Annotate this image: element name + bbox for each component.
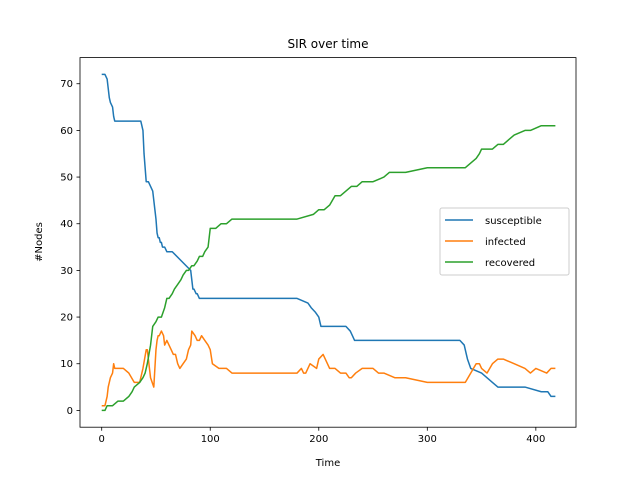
plot-border (79, 57, 577, 428)
x-tick-label: 300 (418, 434, 437, 445)
series-line-susceptible (101, 73, 556, 398)
y-tick-label: 40 (60, 219, 73, 230)
chart-title: SIR over time (288, 37, 369, 51)
x-axis: 0 100 200 300 400 (99, 427, 545, 445)
x-tick-label: 0 (99, 434, 105, 445)
x-axis-title: Time (315, 458, 340, 469)
y-tick-label: 70 (60, 79, 73, 90)
y-tick-label: 50 (60, 173, 73, 184)
y-tick-label: 30 (60, 266, 73, 277)
y-axis-title: #Nodes (34, 222, 45, 262)
y-tick-label: 10 (60, 359, 73, 370)
legend-label-infected: infected (485, 237, 526, 248)
y-tick-label: 20 (60, 313, 73, 324)
legend-box (439, 207, 570, 276)
y-tick-label: 60 (60, 126, 73, 137)
series-line-infected (101, 330, 556, 407)
y-tick-label: 0 (67, 406, 73, 417)
legend: susceptible infected recovered (439, 207, 570, 276)
x-tick-label: 200 (309, 434, 328, 445)
x-tick-label: 400 (526, 434, 545, 445)
series-layer (101, 73, 556, 412)
legend-label-recovered: recovered (485, 258, 535, 269)
x-tick-label: 100 (201, 434, 220, 445)
series-line-recovered (101, 124, 556, 412)
y-axis: 0 10 20 30 40 50 60 70 (60, 79, 80, 417)
legend-label-susceptible: susceptible (485, 216, 542, 227)
